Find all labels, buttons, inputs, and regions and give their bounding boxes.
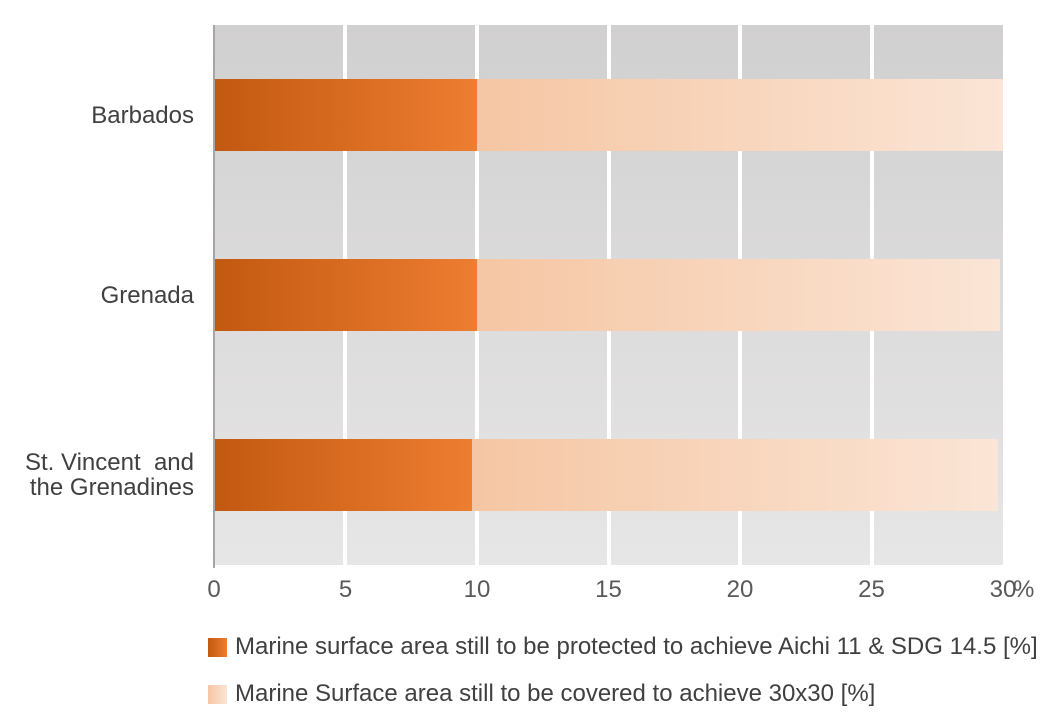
bar-segment-protected [214, 439, 472, 511]
bar-segment-30x30 [476, 259, 1001, 331]
stacked-bar [214, 79, 1003, 151]
plot-area [214, 25, 1003, 565]
bar-segment-30x30 [471, 439, 998, 511]
legend-swatch-protected-icon [208, 637, 227, 657]
category-label: Barbados [91, 101, 194, 129]
legend-label-protected: Marine surface area still to be protecte… [235, 633, 1038, 660]
bar-row [214, 385, 1003, 565]
bar-segment-protected [214, 79, 477, 151]
x-tick-label: 30 [989, 576, 1017, 603]
bar-row [214, 25, 1003, 205]
x-axis-unit: % [1013, 576, 1035, 603]
x-tick-label: 0 [207, 576, 221, 603]
x-tick-label: 10 [463, 576, 491, 603]
legend-item-30x30: Marine Surface area still to be covered … [208, 680, 1038, 707]
bar-segment-protected [214, 259, 477, 331]
legend-item-protected: Marine surface area still to be protecte… [208, 633, 1038, 660]
x-tick-label: 15 [595, 576, 622, 603]
legend-swatch-30x30-icon [208, 684, 227, 704]
legend: Marine surface area still to be protecte… [208, 633, 1038, 728]
stacked-bar [214, 259, 1003, 331]
x-tick-label: 5 [338, 576, 353, 603]
x-tick-label: 25 [858, 576, 885, 603]
y-axis-line [213, 25, 215, 568]
x-tick-label: 20 [726, 576, 754, 603]
legend-label-30x30: Marine Surface area still to be covered … [235, 680, 876, 707]
x-axis: 0 5 10 15 20 25 30% [0, 576, 1051, 608]
stacked-bar [214, 439, 1003, 511]
category-label: St. Vincent and the Grenadines [24, 449, 194, 501]
bar-segment-30x30 [476, 79, 1003, 151]
bar-row [214, 205, 1003, 385]
category-label: Grenada [100, 281, 194, 309]
